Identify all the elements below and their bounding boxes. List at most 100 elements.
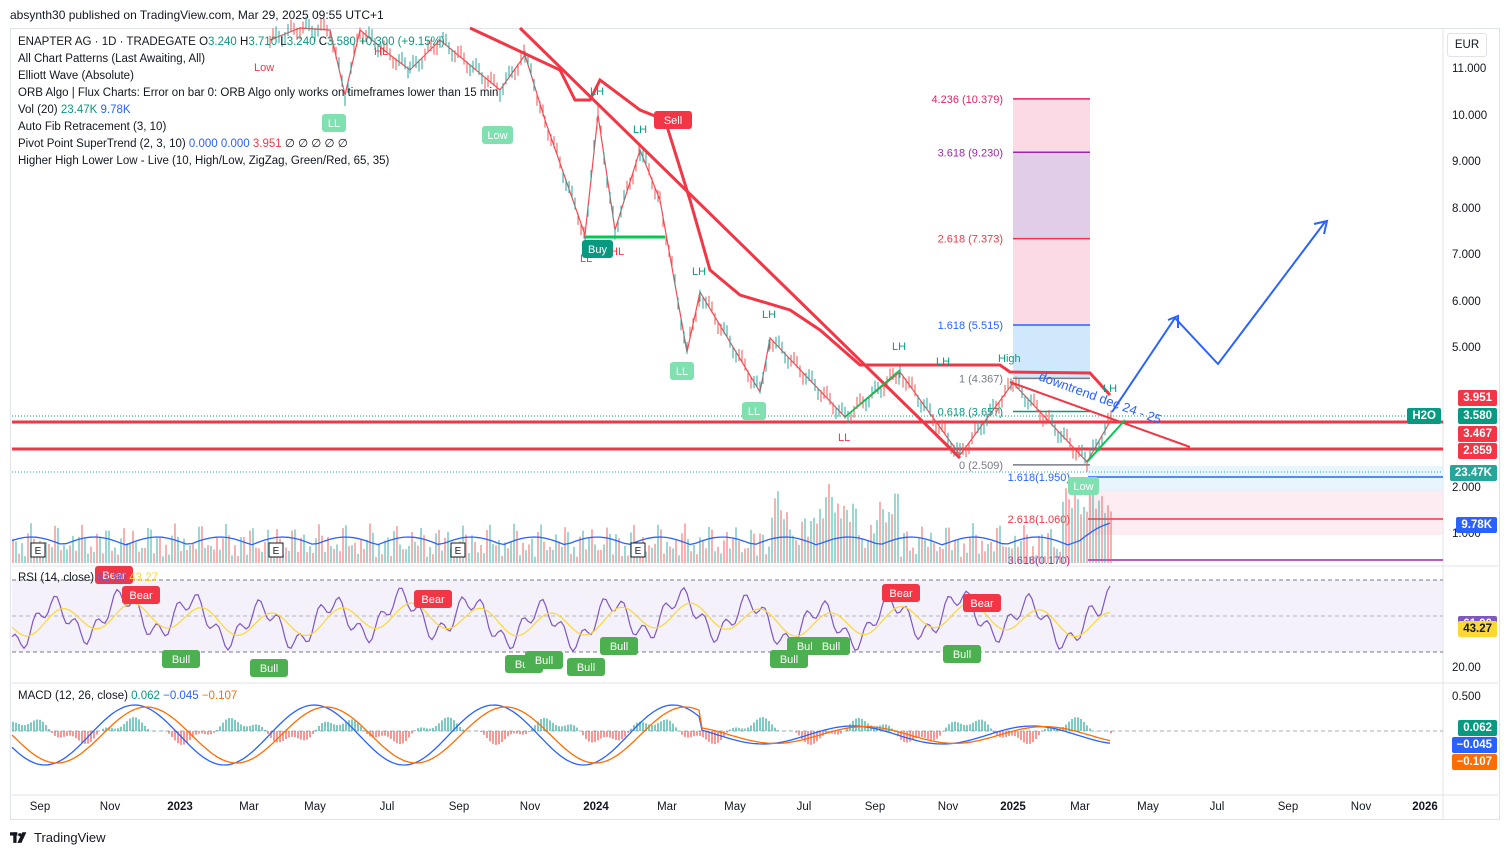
volume-bar	[903, 533, 905, 563]
ll-badge: LL	[748, 406, 760, 418]
time-axis-label: 2024	[583, 801, 609, 813]
volume-bar	[240, 537, 242, 563]
macd-hist-bar	[696, 731, 698, 736]
volume-bar	[366, 539, 368, 563]
volume-bar	[516, 530, 518, 563]
macd-hist-bar	[312, 731, 314, 734]
indicator-row-pivot[interactable]: Pivot Point SuperTrend (2, 3, 10) 0.000 …	[18, 136, 498, 153]
rsi-bear-badge: Bear	[970, 598, 994, 610]
macd-hist-bar	[447, 717, 449, 731]
volume-bar	[930, 532, 932, 563]
volume-bar	[183, 538, 185, 563]
volume-value: 23.47K	[60, 104, 98, 116]
volume-bar	[1092, 487, 1094, 563]
volume-bar	[714, 551, 716, 563]
rsi-legend[interactable]: RSI (14, close) 61.90 43.27	[18, 572, 158, 584]
symbol-legend-row[interactable]: ENAPTER AG · 1D · TRADEGATE O3.240 H3.71…	[18, 34, 498, 51]
macd-hist-bar	[741, 728, 743, 731]
volume-bar	[339, 551, 341, 563]
volume-bar	[18, 553, 20, 563]
indicator-row-elliott[interactable]: Elliott Wave (Absolute)	[18, 70, 134, 82]
macd-hist-bar	[492, 731, 494, 744]
macd-hist-bar	[822, 731, 824, 736]
macd-hist-bar	[339, 724, 341, 731]
macd-hist-bar	[66, 731, 68, 736]
volume-bar	[537, 531, 539, 563]
macd-hist-bar	[507, 731, 509, 737]
macd-hist-bar	[990, 728, 992, 731]
pivot-value-2: 0.000	[220, 138, 250, 150]
price-axis-tick: 9.000	[1452, 156, 1481, 168]
currency-button[interactable]: EUR	[1447, 33, 1487, 57]
volume-bar	[309, 546, 311, 563]
volume-bar	[303, 534, 305, 563]
lh-label: LH	[892, 341, 906, 353]
macd-hist-bar	[237, 722, 239, 731]
macd-hist-bar	[171, 731, 173, 738]
volume-bar	[960, 556, 962, 563]
macd-hist-bar	[282, 731, 284, 741]
macd-hist-bar	[204, 731, 206, 735]
macd-hist-bar	[963, 724, 965, 731]
macd-hist-bar	[987, 724, 989, 731]
macd-hist-bar	[198, 731, 200, 734]
volume-bar	[765, 554, 767, 563]
volume-bar	[78, 536, 80, 563]
macd-hist-bar	[549, 720, 551, 731]
indicator-row-hhll[interactable]: Higher High Lower Low - Live (10, High/L…	[18, 155, 390, 167]
macd-hist-bar	[252, 724, 254, 731]
macd-hist-bar	[585, 731, 587, 739]
macd-hist-bar	[978, 719, 980, 731]
indicator-row-orb[interactable]: ORB Algo | Flux Charts: Error on bar 0: …	[18, 87, 499, 99]
volume-bar	[1050, 528, 1052, 563]
indicator-row-autofib[interactable]: Auto Fib Retracement (3, 10)	[18, 121, 167, 133]
ll-label: LL	[838, 432, 850, 444]
macd-hist-bar	[114, 728, 116, 731]
volume-bar	[693, 544, 695, 563]
volume-ma-line	[11, 522, 1111, 546]
rsi-bull-badge: Bull	[797, 641, 815, 653]
volume-bar	[105, 530, 107, 563]
indicator-row-patterns[interactable]: All Chart Patterns (Last Awaiting, All)	[18, 53, 206, 65]
macd-hist-bar	[1026, 731, 1028, 744]
macd-hist-bar	[300, 731, 302, 740]
volume-bar	[1005, 546, 1007, 563]
volume-bar	[372, 532, 374, 563]
indicator-row-volume[interactable]: Vol (20) 23.47K 9.78K	[18, 102, 498, 119]
macd-legend[interactable]: MACD (12, 26, close) 0.062 −0.045 −0.107	[18, 690, 237, 702]
macd-hist-bar	[42, 721, 44, 731]
macd-hist-bar	[54, 731, 56, 736]
lh-label: LH	[762, 309, 776, 321]
macd-hist-bar	[651, 725, 653, 731]
macd-hist-bar	[1080, 718, 1082, 731]
volume-bar	[480, 544, 482, 563]
volume-bar	[660, 529, 662, 563]
volume-bar	[531, 538, 533, 563]
volume-bar	[999, 525, 1001, 563]
volume-bar	[219, 549, 221, 563]
macd-hist-bar	[483, 731, 485, 735]
volume-bar	[378, 543, 380, 563]
uptrend-segment	[844, 369, 901, 418]
macd-hist-bar	[888, 725, 890, 731]
volume-bar	[528, 544, 530, 563]
volume-bars	[12, 483, 1112, 563]
volume-bar	[948, 527, 950, 563]
macd-hist-bar	[201, 731, 203, 734]
fib-level-label: 3.618 (9.230)	[938, 147, 1003, 159]
volume-bar	[900, 556, 902, 563]
fib-zone-blue	[1013, 325, 1090, 379]
macd-hist-bar	[768, 721, 770, 731]
macd-hist-bar	[393, 731, 395, 742]
volume-bar	[879, 501, 881, 563]
macd-hist-value: 0.062	[131, 690, 160, 702]
volume-bar	[288, 550, 290, 563]
macd-hist-bar	[1038, 731, 1040, 736]
macd-hist-bar	[363, 730, 365, 731]
volume-bar	[813, 517, 815, 563]
macd-hist-bar	[186, 731, 188, 743]
macd-hist-bar	[285, 731, 287, 740]
chart-frame[interactable]	[10, 28, 1500, 820]
buy-signal-bg	[582, 240, 613, 258]
